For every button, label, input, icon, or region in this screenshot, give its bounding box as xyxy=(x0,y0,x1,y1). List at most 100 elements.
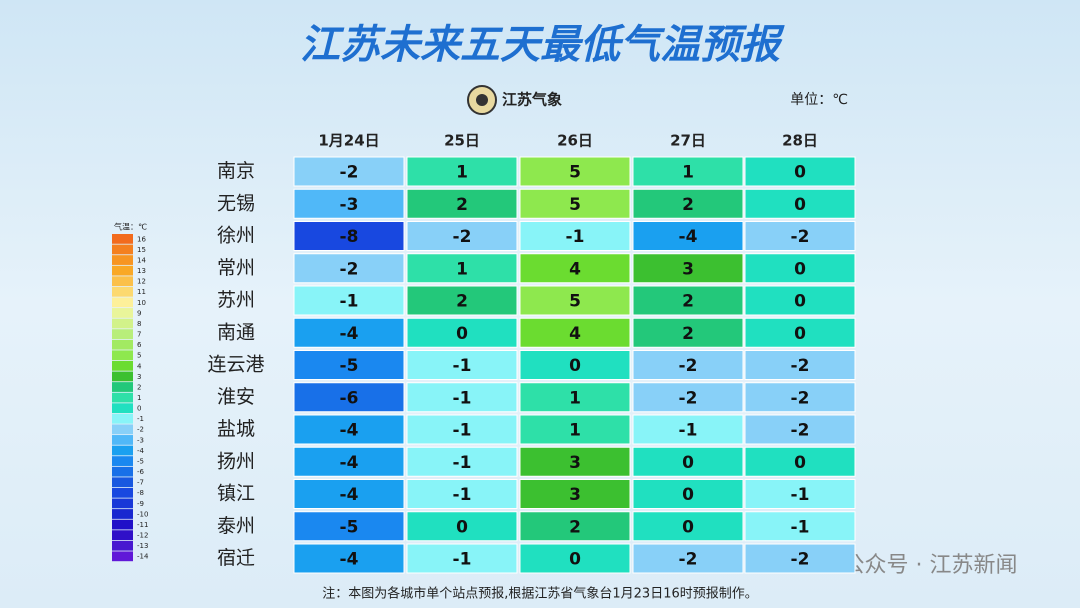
cell xyxy=(406,414,518,445)
city-label: 扬州 xyxy=(217,450,255,472)
cell xyxy=(632,414,744,445)
legend-label: -4 xyxy=(137,447,145,455)
legend-label: 14 xyxy=(137,256,146,264)
legend-label: -12 xyxy=(137,532,148,540)
cell-value: -1 xyxy=(453,388,472,408)
cell xyxy=(519,221,631,251)
legend-label: 3 xyxy=(137,373,141,381)
cell xyxy=(632,446,744,477)
cell-value: 1 xyxy=(682,163,694,183)
cell-value: -5 xyxy=(340,356,359,376)
cell-value: -6 xyxy=(340,388,359,408)
city-label: 镇江 xyxy=(217,483,255,505)
legend-label: -2 xyxy=(137,426,144,434)
cell xyxy=(519,317,631,348)
city-label: 淮安 xyxy=(217,386,255,408)
legend-label: -13 xyxy=(137,542,148,550)
legend-swatch xyxy=(112,403,133,414)
cell-value: 0 xyxy=(569,356,581,376)
city-label: 徐州 xyxy=(217,225,255,247)
cell xyxy=(744,446,856,477)
cell-value: 0 xyxy=(794,453,806,473)
legend-swatch xyxy=(112,435,133,445)
cell xyxy=(293,317,405,348)
column-header: 28日 xyxy=(782,132,818,150)
logo-icon-core xyxy=(476,94,488,106)
cell xyxy=(519,156,631,187)
legend-swatch xyxy=(112,445,133,456)
cell-value: -4 xyxy=(340,550,359,570)
cell-value: 0 xyxy=(794,259,806,279)
unit: 单位：℃ xyxy=(790,92,848,108)
cell-value: -1 xyxy=(340,292,359,312)
cell xyxy=(519,414,631,445)
cell-value: -1 xyxy=(791,517,810,537)
cell-value: 4 xyxy=(569,324,581,344)
cell xyxy=(293,479,405,509)
cell-value: 0 xyxy=(794,292,806,312)
cell-value: 0 xyxy=(794,324,806,344)
cell xyxy=(632,350,744,380)
cell xyxy=(519,479,631,509)
legend-swatch xyxy=(112,371,133,382)
cell xyxy=(406,285,518,316)
cell-value: -4 xyxy=(340,324,359,344)
legend-label: 6 xyxy=(137,341,142,349)
cell-value: -1 xyxy=(453,485,472,505)
cell-value: 2 xyxy=(456,195,468,215)
cell xyxy=(519,543,631,574)
city-label: 南通 xyxy=(217,321,255,343)
cell-value: 2 xyxy=(456,292,468,312)
cell-value: 0 xyxy=(794,195,806,215)
cell xyxy=(406,221,518,251)
legend-label: 7 xyxy=(137,331,141,339)
legend-swatch xyxy=(112,255,133,265)
cell-value: 0 xyxy=(456,324,468,344)
cell xyxy=(632,382,744,413)
cell-value: 2 xyxy=(682,195,694,215)
cell xyxy=(519,382,631,413)
legend-swatch xyxy=(112,318,133,329)
cell xyxy=(632,156,744,187)
legend-label: 9 xyxy=(137,309,141,317)
legend-label: 16 xyxy=(137,235,146,243)
cell-value: -1 xyxy=(453,550,472,570)
cell-value: 0 xyxy=(682,485,694,505)
legend-swatch xyxy=(112,234,133,244)
cell xyxy=(744,156,856,187)
cell-value: 2 xyxy=(569,517,581,537)
cell xyxy=(744,350,856,380)
legend-title: 气温：℃ xyxy=(114,222,147,232)
legend-label: -9 xyxy=(137,500,144,508)
legend-label: 2 xyxy=(137,383,141,391)
cell xyxy=(293,446,405,477)
column-header: 25日 xyxy=(444,132,480,150)
cell-value: 5 xyxy=(569,292,581,312)
cell-value: -4 xyxy=(340,453,359,473)
cell-value: -1 xyxy=(453,356,472,376)
legend-swatch xyxy=(112,413,133,424)
legend-swatch xyxy=(112,360,133,371)
legend-swatch xyxy=(112,329,133,340)
cell xyxy=(744,253,856,284)
cell-value: 5 xyxy=(569,195,581,215)
cell xyxy=(744,188,856,219)
column-header: 1月24日 xyxy=(318,132,379,150)
cell-value: 3 xyxy=(569,453,581,473)
cell-value: 1 xyxy=(456,259,468,279)
cell xyxy=(519,188,631,219)
cell xyxy=(519,446,631,477)
cell xyxy=(519,285,631,316)
cell-value: -5 xyxy=(340,517,359,537)
cell-value: -4 xyxy=(679,227,698,247)
legend-swatch xyxy=(112,498,133,509)
legend-swatch xyxy=(112,297,133,308)
legend-swatch xyxy=(112,424,133,435)
cell xyxy=(406,511,518,542)
cell-value: -1 xyxy=(566,227,585,247)
cell xyxy=(406,317,518,348)
cell xyxy=(406,382,518,413)
legend-label: -8 xyxy=(137,489,144,497)
cell xyxy=(406,446,518,477)
